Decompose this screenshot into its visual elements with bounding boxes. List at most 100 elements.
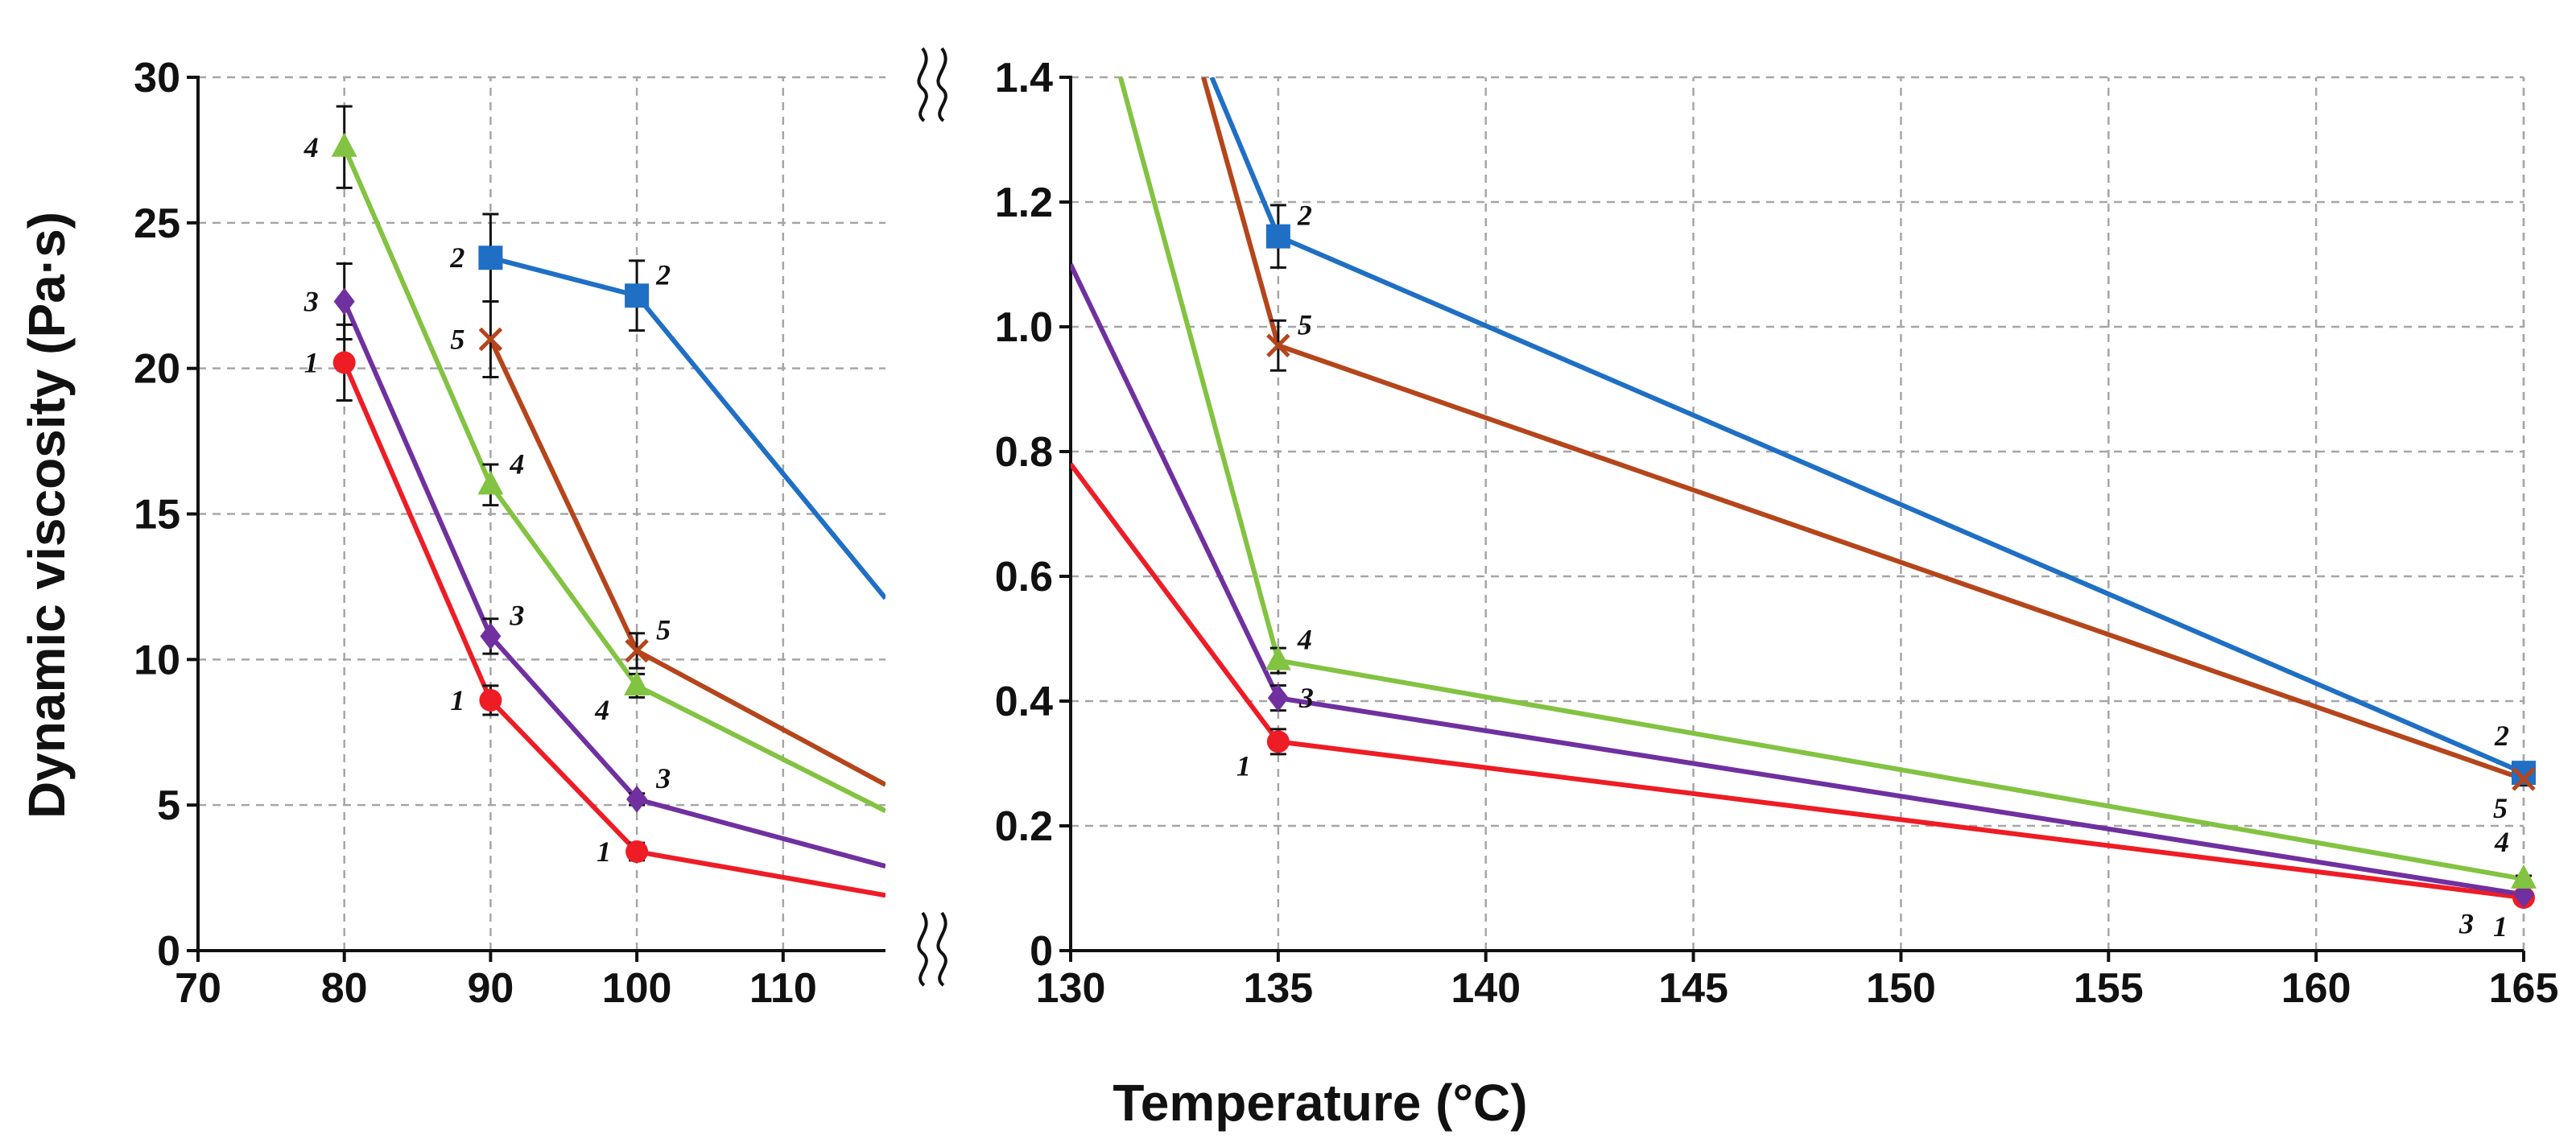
series-3-marker-100 xyxy=(626,785,648,813)
point-label-3-right-135: 3 xyxy=(1298,682,1314,714)
point-label-2-right-135: 2 xyxy=(1297,200,1312,232)
point-label-1-right-165: 1 xyxy=(2493,910,2508,943)
series-5-marker-165 xyxy=(2512,767,2536,791)
series-2-line-right xyxy=(1209,77,2524,775)
series-2-line-left xyxy=(489,255,886,600)
series-5-marker-135-b xyxy=(1266,333,1290,358)
left-ytick-label-15: 15 xyxy=(134,492,180,538)
series-4-marker-90 xyxy=(477,470,504,495)
series-1-marker-90 xyxy=(479,688,502,712)
left-xtick-label-100: 100 xyxy=(602,965,672,1012)
series-1-line-left xyxy=(341,361,886,898)
series-5-marker-90 xyxy=(478,327,503,352)
right-xtick-label-140: 140 xyxy=(1451,965,1521,1012)
point-label-2-right-165: 2 xyxy=(2494,720,2509,752)
series-4-marker-100 xyxy=(624,671,650,695)
point-label-5-right-165: 5 xyxy=(2493,792,2508,824)
right-xtick-label-155: 155 xyxy=(2074,965,2144,1012)
left-xtick-label-70: 70 xyxy=(175,965,221,1012)
right-ytick-label-0.2: 0.2 xyxy=(995,803,1053,850)
right-xtick-label-165: 165 xyxy=(2489,965,2559,1012)
axis-break-top-stroke-2 xyxy=(936,47,947,122)
point-label-1-left-100: 1 xyxy=(597,836,611,868)
left-ytick-label-25: 25 xyxy=(134,200,180,247)
series-4-marker-135 xyxy=(1265,646,1291,671)
axis-break-marks xyxy=(917,47,947,987)
left-ytick-label-20: 20 xyxy=(134,346,180,393)
left-xtick-label-80: 80 xyxy=(321,965,368,1012)
point-label-4-left-80: 4 xyxy=(303,131,319,163)
series-3-line-right xyxy=(1071,263,2524,897)
series-2-marker-100 xyxy=(625,283,650,308)
point-label-3-right-165: 3 xyxy=(2458,907,2474,939)
axis-break-bottom-stroke-1 xyxy=(917,911,928,987)
series-lines xyxy=(341,77,2524,901)
point-label-5-left-90: 5 xyxy=(450,324,464,356)
point-label-4-left-100: 4 xyxy=(594,694,609,726)
right-xtick-label-150: 150 xyxy=(1866,965,1936,1012)
series-5-marker-135 xyxy=(1266,333,1290,358)
right-ytick-label-0.6: 0.6 xyxy=(995,554,1053,600)
x-axis-title: Temperature (°C) xyxy=(1113,1074,1527,1132)
series-2-marker-135 xyxy=(1265,224,1290,249)
left-xtick-label-90: 90 xyxy=(467,965,514,1012)
right-xtick-label-145: 145 xyxy=(1658,965,1728,1012)
right-xtick-label-130: 130 xyxy=(1036,965,1106,1012)
series-1-marker-80 xyxy=(332,351,356,374)
right-xtick-label-160: 160 xyxy=(2281,965,2351,1012)
point-label-1-right-135: 1 xyxy=(1236,749,1251,782)
point-label-4-right-165: 4 xyxy=(2494,826,2509,858)
series-3-marker-135 xyxy=(1267,684,1289,712)
series-3-marker-80 xyxy=(333,287,355,316)
point-label-1-left-90: 1 xyxy=(450,684,464,716)
axis-break-top xyxy=(917,47,947,122)
left-ytick-label-0: 0 xyxy=(157,928,180,975)
series-5-marker-100 xyxy=(625,638,649,663)
point-label-5-right-135: 5 xyxy=(1298,308,1312,340)
point-label-3-left-100: 3 xyxy=(655,762,671,794)
point-label-1-left-80: 1 xyxy=(304,346,319,378)
right-ytick-label-0.4: 0.4 xyxy=(995,679,1053,725)
data-markers xyxy=(331,132,2537,910)
left-ytick-label-5: 5 xyxy=(157,782,180,829)
axis-break-bottom xyxy=(917,911,947,987)
point-label-4-left-90: 4 xyxy=(509,448,524,480)
point-label-2-left-100: 2 xyxy=(655,258,671,291)
series-5-line-right xyxy=(1201,77,2524,782)
axis-break-bottom-stroke-2 xyxy=(936,911,947,987)
series-5-marker-165-b xyxy=(2512,767,2536,791)
series-4-line-left xyxy=(341,146,886,814)
series-4-marker-165 xyxy=(2511,864,2537,889)
series-1-marker-135 xyxy=(1266,730,1290,753)
point-label-4-right-135: 4 xyxy=(1297,624,1312,656)
axes xyxy=(187,76,2525,962)
point-label-5-left-100: 5 xyxy=(656,613,671,646)
right-xtick-label-135: 135 xyxy=(1243,965,1313,1012)
series-4-line-right xyxy=(1117,77,2524,881)
series-5-marker-100-b xyxy=(625,638,649,663)
right-ytick-label-1.0: 1.0 xyxy=(995,304,1053,351)
point-label-3-left-80: 3 xyxy=(303,285,319,317)
left-xtick-label-110: 110 xyxy=(749,965,817,1012)
point-label-3-left-90: 3 xyxy=(509,599,524,631)
series-5-line-left xyxy=(488,338,886,787)
series-1-marker-100 xyxy=(625,840,649,864)
series-3-line-left xyxy=(341,300,886,869)
series-3-marker-90 xyxy=(480,622,502,650)
axis-break-top-stroke-1 xyxy=(917,47,928,122)
series-2-marker-90 xyxy=(478,246,503,270)
series-5-marker-90-b xyxy=(478,327,503,352)
right-ytick-label-0.8: 0.8 xyxy=(995,429,1053,476)
point-label-2-left-90: 2 xyxy=(449,241,464,274)
right-ytick-label-1.4: 1.4 xyxy=(995,55,1053,101)
y-axis-title: Dynamic viscosity (Pa·s) xyxy=(18,212,76,819)
series-4-marker-80 xyxy=(331,132,357,157)
right-ytick-label-0: 0 xyxy=(1030,928,1053,975)
right-ytick-label-1.2: 1.2 xyxy=(995,179,1053,226)
left-ytick-label-30: 30 xyxy=(134,55,180,101)
left-ytick-label-10: 10 xyxy=(134,637,180,683)
